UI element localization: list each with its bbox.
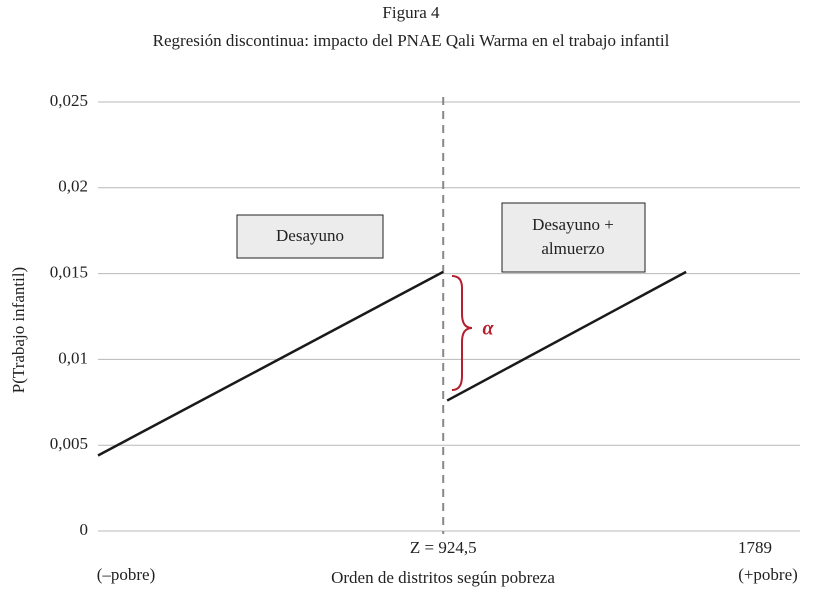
- chart-title: Figura 4: [382, 3, 440, 22]
- annotation-box: [501, 202, 646, 273]
- annotation: Desayuno +: [532, 215, 614, 234]
- chart-subtitle: Regresión discontinua: impacto del PNAE …: [153, 31, 670, 50]
- y-axis-label: P(Trabajo infantil): [9, 267, 28, 393]
- annotation: almuerzo: [541, 239, 604, 258]
- line: [446, 270, 687, 402]
- annotation-box: [236, 214, 384, 259]
- y-tick-label: 0,005: [50, 434, 88, 453]
- y-tick-label: 0,025: [50, 91, 88, 110]
- y-tick-label: 0,015: [50, 263, 88, 282]
- x-tick-label: 1789: [738, 538, 772, 557]
- y-tick-label: 0: [80, 520, 89, 539]
- y-tick-label: 0,01: [58, 348, 88, 367]
- x-end-label: (+pobre): [738, 565, 798, 584]
- line: [97, 270, 444, 457]
- x-axis-label: Orden de distritos según pobreza: [331, 568, 555, 587]
- gap-label: α: [482, 318, 494, 340]
- x-end-label: (–pobre): [97, 565, 156, 584]
- gap-brace: [451, 275, 473, 391]
- x-tick-label: Z = 924,5: [410, 538, 477, 557]
- annotation: Desayuno: [276, 226, 344, 245]
- y-tick-label: 0,02: [58, 177, 88, 196]
